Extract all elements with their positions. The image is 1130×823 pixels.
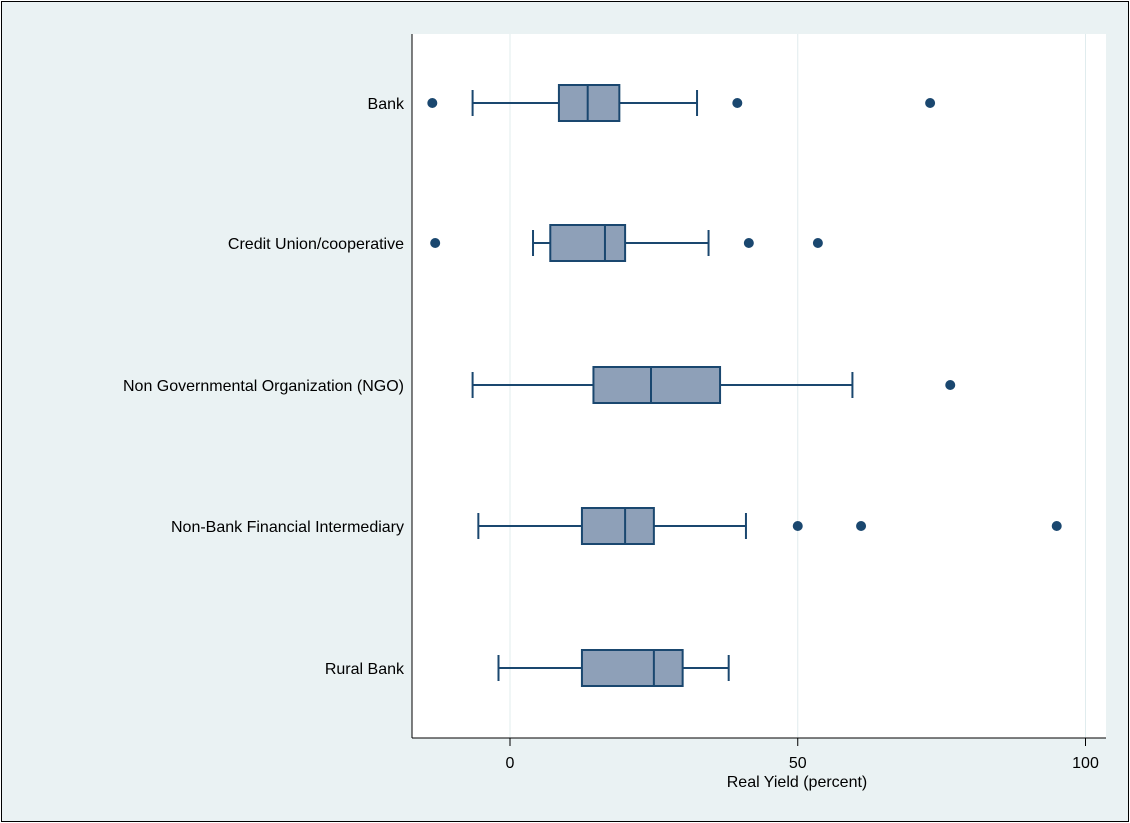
outlier-point-1	[856, 521, 867, 531]
box-group-2	[471, 366, 956, 404]
iqr-box	[580, 649, 684, 687]
x-ticks: 0 50 100	[506, 738, 1099, 772]
iqr-box	[592, 366, 722, 404]
outlier-point-2	[1051, 521, 1062, 531]
category-label-3: Non-Bank Financial Intermediary	[171, 519, 404, 536]
category-label-4: Rural Bank	[325, 661, 405, 678]
category-label-1: Credit Union/cooperative	[228, 236, 404, 253]
box-group-3	[477, 507, 1062, 545]
outlier-point-1	[732, 98, 743, 108]
box-group-0	[427, 84, 936, 122]
iqr-box	[557, 84, 621, 122]
x-tick-label-1: 50	[789, 755, 807, 772]
outlier-point-0	[430, 238, 441, 248]
box-group-1	[430, 224, 823, 262]
category-label-2: Non Governmental Organization (NGO)	[123, 378, 404, 395]
outlier-point-1	[743, 238, 754, 248]
iqr-box	[580, 507, 655, 545]
outlier-point-2	[925, 98, 936, 108]
x-axis-title: Real Yield (percent)	[727, 774, 868, 791]
outlier-point-2	[812, 238, 823, 248]
y-tick-labels: Bank Credit Union/cooperative Non Governme…	[123, 96, 405, 678]
x-tick-label-2: 100	[1072, 755, 1099, 772]
boxes	[427, 84, 1062, 687]
outlier-point-0	[945, 380, 956, 390]
x-tick-label-0: 0	[506, 755, 515, 772]
axes	[411, 34, 1106, 739]
outlier-point-0	[792, 521, 803, 531]
box-group-4	[497, 649, 730, 687]
iqr-box	[549, 224, 627, 262]
outlier-point-0	[427, 98, 438, 108]
category-label-0: Bank	[368, 96, 405, 113]
